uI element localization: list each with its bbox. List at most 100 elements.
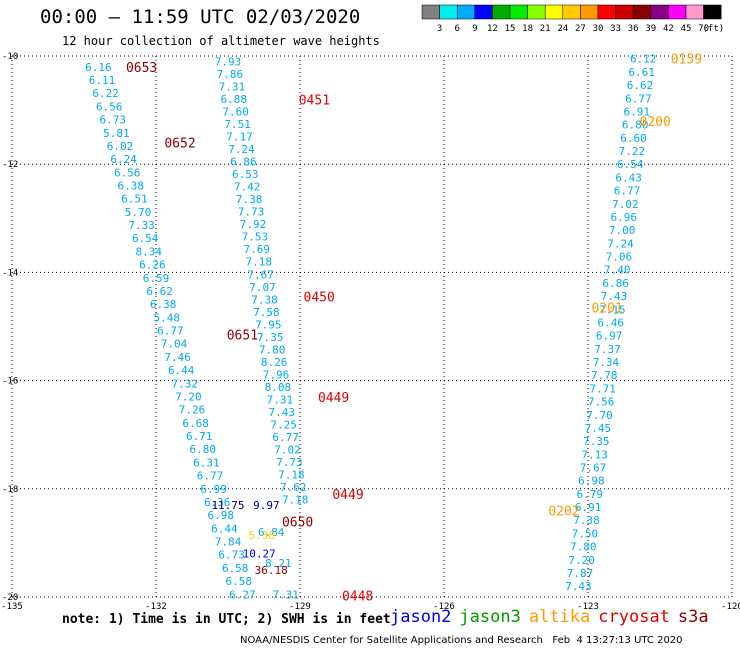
swh-value: 7.18 bbox=[282, 494, 309, 507]
swh-value: 7.38 bbox=[573, 514, 600, 527]
swh-value: 7.86 bbox=[217, 68, 244, 81]
satellite-legend-item: cryosat bbox=[598, 607, 670, 627]
swh-value: 6.51 bbox=[121, 193, 148, 206]
colorbar-label: 6 bbox=[454, 24, 459, 34]
y-tick-label: -12 bbox=[2, 160, 18, 170]
swh-value: 6.43 bbox=[615, 171, 642, 184]
x-tick-label: -129 bbox=[289, 602, 311, 612]
time-label: 0451 bbox=[299, 93, 330, 108]
swh-value-high: 5.38 bbox=[248, 529, 275, 542]
colorbar-label: 9 bbox=[472, 24, 477, 34]
swh-value: 7.31 bbox=[219, 80, 246, 93]
swh-value: 7.80 bbox=[259, 343, 286, 356]
time-label: 0652 bbox=[164, 137, 195, 152]
credit-line: NOAA/NESDIS Center for Satellite Applica… bbox=[240, 635, 683, 646]
swh-value: 6.77 bbox=[197, 470, 224, 483]
swh-value: 7.31 bbox=[272, 588, 299, 601]
time-label: 0651 bbox=[227, 329, 258, 344]
swh-value: 6.91 bbox=[623, 105, 650, 118]
swh-value: 7.40 bbox=[604, 264, 631, 277]
time-label: 0449 bbox=[318, 391, 349, 406]
colorbar-label: 33 bbox=[610, 24, 621, 34]
swh-value: 6.36 bbox=[204, 496, 231, 509]
swh-value: 6.38 bbox=[118, 180, 145, 193]
swh-value: 7.45 bbox=[585, 422, 612, 435]
altimeter-plot: -135 -132 -129 -126 -123 -120 -10 -12 -14 -16 -18 -… bbox=[1, 52, 740, 612]
swh-value: 7.69 bbox=[244, 243, 271, 256]
swh-value: 7.34 bbox=[593, 356, 620, 369]
swh-value-high: 10.27 bbox=[243, 548, 276, 561]
time-label: 0650 bbox=[282, 515, 313, 530]
swh-value: 7.02 bbox=[274, 444, 301, 457]
swh-value: 6.98 bbox=[578, 475, 605, 488]
colorbar-label: 3 bbox=[437, 24, 442, 34]
swh-value: 7.95 bbox=[255, 318, 282, 331]
satellite-legend-item: altika bbox=[528, 607, 591, 627]
satellite-legend-item: s3a bbox=[677, 607, 709, 627]
swh-value: 6.98 bbox=[208, 509, 235, 522]
swh-value: 7.73 bbox=[238, 206, 265, 219]
swh-value: 6.71 bbox=[186, 430, 213, 443]
swh-value: 7.43 bbox=[269, 406, 296, 419]
time-label: 0449 bbox=[332, 488, 363, 503]
swh-value: 7.84 bbox=[215, 536, 242, 549]
swh-value-high: 11.75 bbox=[211, 499, 244, 512]
swh-value: 7.13 bbox=[581, 448, 608, 461]
y-tick-label: -10 bbox=[2, 52, 18, 62]
swh-value: 6.62 bbox=[627, 79, 654, 92]
swh-value: 6.62 bbox=[146, 285, 173, 298]
swh-value: 6.61 bbox=[628, 66, 655, 79]
swh-value: 8.08 bbox=[265, 381, 292, 394]
swh-value: 7.96 bbox=[263, 368, 290, 381]
colorbar-label: 36 bbox=[628, 24, 639, 34]
swh-value: 6.31 bbox=[193, 456, 220, 469]
swh-value: 6.77 bbox=[157, 325, 184, 338]
x-tick-label: -132 bbox=[145, 602, 167, 612]
swh-value: 5.81 bbox=[103, 127, 130, 140]
swh-value: 8.26 bbox=[261, 356, 288, 369]
swh-value: 6.12 bbox=[630, 53, 657, 66]
swh-value: 7.38 bbox=[236, 193, 263, 206]
x-tick-label: -126 bbox=[433, 602, 455, 612]
swh-value: 7.53 bbox=[242, 231, 269, 244]
time-label: 0159 bbox=[671, 53, 702, 68]
swh-value: 7.56 bbox=[588, 396, 615, 409]
swh-value: 6.26 bbox=[139, 259, 166, 272]
colorbar-label: 39 bbox=[645, 24, 656, 34]
swh-value: 7.24 bbox=[607, 237, 634, 250]
y-tick-label: -16 bbox=[2, 377, 18, 387]
swh-value: 6.56 bbox=[114, 166, 141, 179]
swh-value: 7.93 bbox=[215, 55, 242, 68]
colorbar-label: 18 bbox=[522, 24, 533, 34]
colorbar-label: 15 bbox=[505, 24, 516, 34]
swh-value: 5.70 bbox=[125, 206, 152, 219]
swh-value: 7.33 bbox=[128, 219, 155, 232]
swh-value: 6.60 bbox=[620, 132, 647, 145]
colorbar-label: 27 bbox=[575, 24, 586, 34]
swh-value: 7.31 bbox=[267, 393, 294, 406]
swh-value: 6.53 bbox=[232, 168, 259, 181]
swh-value: 6.80 bbox=[622, 119, 649, 132]
swh-value: 7.20 bbox=[568, 554, 595, 567]
swh-value: 7.18 bbox=[278, 469, 305, 482]
swh-value: 7.37 bbox=[594, 343, 621, 356]
swh-value: 6.77 bbox=[625, 92, 652, 105]
time-label: 0202 bbox=[548, 504, 579, 519]
swh-value: 6.80 bbox=[190, 443, 217, 456]
swh-value: 7.20 bbox=[175, 390, 202, 403]
swh-value: 6.58 bbox=[226, 575, 253, 588]
colorbar-label: 21 bbox=[540, 24, 551, 34]
swh-value: 6.24 bbox=[110, 153, 137, 166]
swh-value: 7.02 bbox=[612, 198, 639, 211]
swh-value: 7.70 bbox=[586, 409, 613, 422]
swh-value: 6.11 bbox=[89, 74, 116, 87]
swh-value: 7.15 bbox=[599, 303, 626, 316]
swh-value: 6.59 bbox=[143, 272, 170, 285]
swh-value: 6.44 bbox=[211, 522, 238, 535]
swh-value: 7.22 bbox=[619, 145, 646, 158]
swh-value: 7.38 bbox=[251, 293, 278, 306]
swh-value: 7.00 bbox=[609, 224, 636, 237]
swh-value: 7.35 bbox=[583, 435, 610, 448]
swh-value: 5.48 bbox=[154, 311, 181, 324]
satellite-legend-item: jason2 bbox=[390, 607, 452, 627]
